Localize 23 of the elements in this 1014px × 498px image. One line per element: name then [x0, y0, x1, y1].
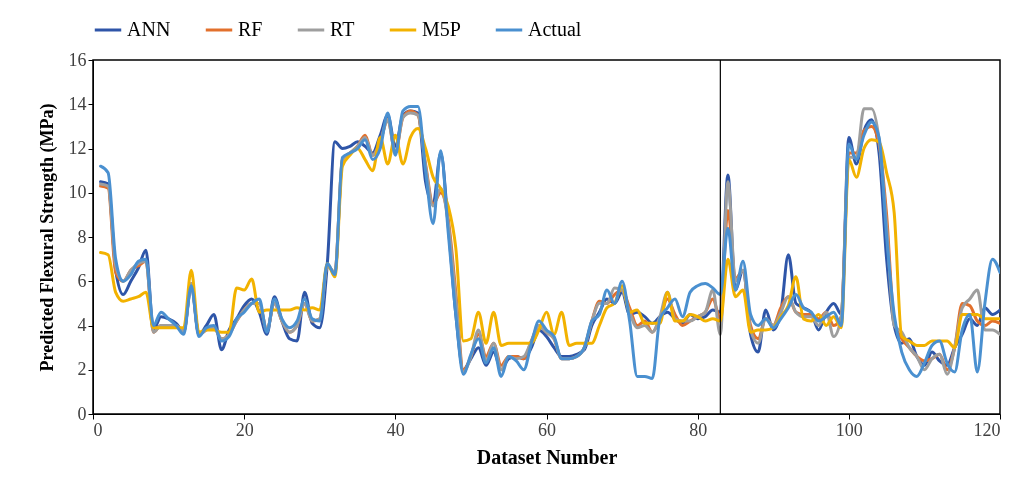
legend-label: RF: [238, 18, 263, 40]
x-tick-label: 80: [689, 419, 708, 440]
x-tick-label: 40: [386, 419, 405, 440]
y-tick-label: 8: [77, 226, 87, 247]
y-tick-label: 0: [77, 403, 87, 424]
y-tick-label: 10: [68, 182, 87, 203]
legend-label: RT: [330, 18, 355, 40]
x-tick-label: 20: [235, 419, 254, 440]
y-tick-label: 16: [68, 49, 87, 70]
y-tick-label: 6: [77, 270, 87, 291]
y-tick-label: 14: [68, 93, 87, 114]
legend-label: M5P: [422, 18, 461, 40]
legend-label: Actual: [528, 18, 582, 40]
x-tick-label: 100: [835, 419, 863, 440]
x-axis-title: Dataset Number: [476, 445, 618, 468]
y-tick-label: 4: [77, 315, 87, 335]
y-tick-label: 2: [77, 359, 87, 380]
x-tick-label: 60: [538, 419, 556, 440]
x-tick-label: 0: [93, 419, 103, 440]
legend-label: ANN: [127, 18, 171, 40]
y-tick-label: 12: [68, 138, 87, 158]
x-tick-label: 120: [973, 419, 1001, 440]
y-axis-title: Predicted Flexural Strength (MPa): [36, 103, 58, 372]
